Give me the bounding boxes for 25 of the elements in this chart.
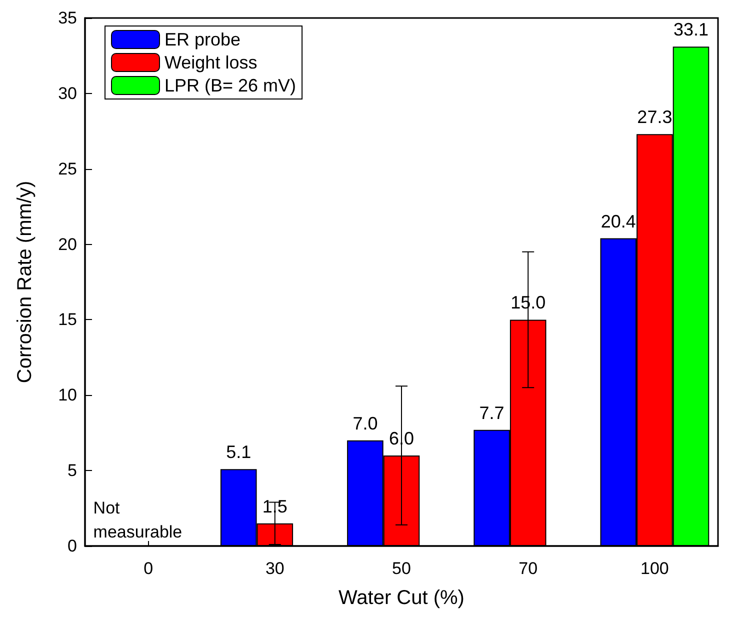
x-tick-label: 70 <box>518 559 538 578</box>
y-tick-label: 35 <box>58 8 77 28</box>
x-tick-label: 0 <box>144 559 154 578</box>
data-label: 33.1 <box>673 20 709 40</box>
x-tick-label: 50 <box>392 559 411 578</box>
y-tick-label: 15 <box>58 310 77 330</box>
x-axis-title: Water Cut (%) <box>338 587 464 609</box>
legend-label: LPR (B= 26 mV) <box>164 76 296 96</box>
data-label: 27.3 <box>637 107 672 128</box>
x-tick-label: 100 <box>640 559 669 578</box>
data-label: 7.0 <box>352 413 378 434</box>
y-tick-label: 25 <box>58 159 77 178</box>
data-label: 20.4 <box>600 211 636 232</box>
y-tick-label: 5 <box>68 461 77 480</box>
y-axis-title: Corrosion Rate (mm/y) <box>14 180 36 384</box>
data-label: 5.1 <box>226 442 252 462</box>
y-tick-label: 10 <box>58 386 77 405</box>
data-label: 7.7 <box>479 402 504 423</box>
legend-label: ER probe <box>164 30 241 50</box>
legend-label: Weight loss <box>164 52 258 72</box>
y-tick-label: 30 <box>58 84 77 103</box>
y-tick-label: 20 <box>58 234 77 254</box>
x-tick-label: 30 <box>265 559 284 578</box>
y-tick-label: 0 <box>68 536 77 556</box>
annotation: Not measurable <box>93 498 182 542</box>
